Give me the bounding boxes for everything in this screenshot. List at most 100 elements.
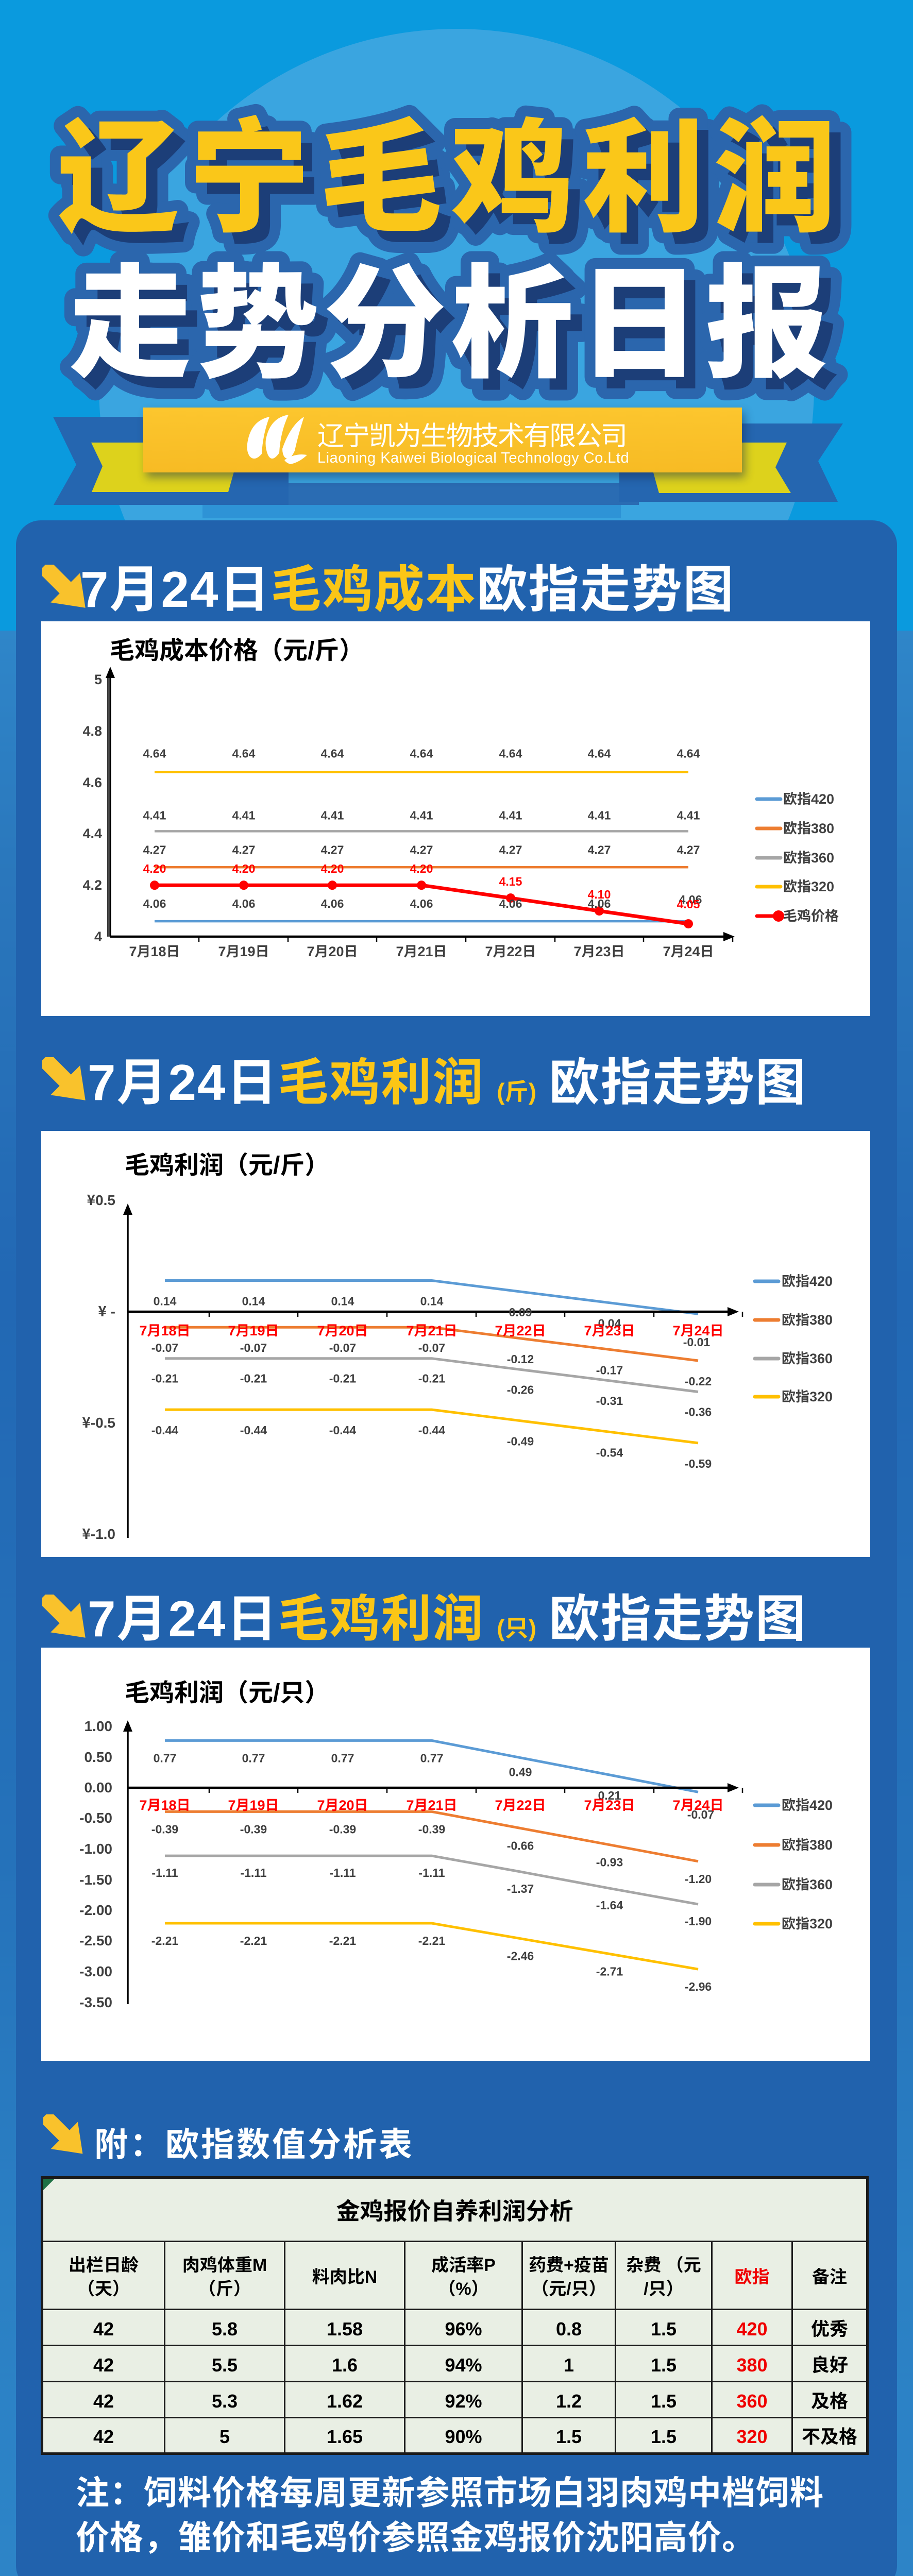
- svg-text:欧指320: 欧指320: [783, 875, 834, 895]
- svg-text:¥-0.5: ¥-0.5: [82, 1412, 115, 1432]
- svg-text:欧指420: 欧指420: [783, 788, 834, 808]
- svg-text:0.50: 0.50: [84, 1746, 113, 1767]
- svg-text:欧指420: 欧指420: [782, 1794, 833, 1814]
- svg-text:毛鸡价格: 毛鸡价格: [783, 905, 839, 925]
- svg-text:4.20: 4.20: [410, 859, 433, 876]
- svg-text:-3.50: -3.50: [79, 1991, 112, 2012]
- svg-text:7月18日: 7月18日: [139, 1319, 190, 1340]
- svg-text:4.41: 4.41: [410, 805, 433, 823]
- svg-text:-2.46: -2.46: [507, 1946, 534, 1964]
- svg-text:-1.20: -1.20: [685, 1869, 712, 1887]
- svg-text:7月24日: 7月24日: [672, 1319, 723, 1340]
- svg-text:-0.01: -0.01: [683, 1332, 711, 1350]
- svg-text:0.49: 0.49: [509, 1762, 532, 1780]
- svg-text:欧指320: 欧指320: [782, 1385, 833, 1405]
- svg-text:7月20日: 7月20日: [307, 940, 358, 960]
- svg-text:4.06: 4.06: [588, 894, 611, 911]
- svg-text:-0.21: -0.21: [240, 1369, 267, 1386]
- svg-text:4.27: 4.27: [321, 840, 344, 857]
- svg-text:欧指380: 欧指380: [782, 1834, 833, 1854]
- svg-text:走势分析日报: 走势分析日报: [69, 225, 833, 402]
- svg-text:4.06: 4.06: [321, 894, 344, 911]
- svg-text:0.14: 0.14: [242, 1292, 265, 1309]
- svg-text:0.14: 0.14: [420, 1292, 444, 1309]
- svg-text:4.2: 4.2: [82, 874, 102, 894]
- svg-text:-1.50: -1.50: [79, 1869, 112, 1889]
- svg-text:7月22日: 7月22日: [495, 1319, 546, 1340]
- svg-text:-1.11: -1.11: [418, 1863, 445, 1880]
- svg-text:欧指360: 欧指360: [782, 1347, 833, 1367]
- svg-text:5: 5: [94, 668, 102, 688]
- svg-text:4.6: 4.6: [82, 771, 102, 791]
- svg-text:走势分析日报: 走势分析日报: [69, 225, 833, 402]
- svg-text:-1.11: -1.11: [329, 1863, 356, 1880]
- svg-text:0.77: 0.77: [154, 1748, 177, 1766]
- svg-text:4.41: 4.41: [677, 805, 700, 823]
- svg-text:-0.50: -0.50: [79, 1807, 112, 1827]
- svg-text:-0.17: -0.17: [596, 1360, 623, 1378]
- svg-text:7月23日: 7月23日: [584, 1794, 635, 1814]
- svg-text:-2.00: -2.00: [79, 1899, 112, 1920]
- svg-text:4.64: 4.64: [232, 744, 256, 761]
- svg-text:4.64: 4.64: [143, 744, 166, 761]
- svg-text:4.05: 4.05: [677, 894, 700, 912]
- svg-text:-0.21: -0.21: [329, 1369, 357, 1386]
- svg-text:-2.96: -2.96: [685, 1977, 712, 1994]
- svg-text:7月19日: 7月19日: [228, 1319, 279, 1340]
- svg-text:4.41: 4.41: [588, 805, 611, 823]
- svg-text:-0.59: -0.59: [685, 1454, 712, 1471]
- svg-text:4.20: 4.20: [232, 859, 256, 876]
- svg-text:-0.54: -0.54: [596, 1443, 623, 1460]
- svg-text:-0.49: -0.49: [507, 1432, 534, 1449]
- svg-text:-0.39: -0.39: [418, 1819, 445, 1837]
- svg-text:-1.90: -1.90: [685, 1911, 712, 1929]
- svg-text:辽宁毛鸡利润: 辽宁毛鸡利润: [57, 79, 845, 257]
- svg-text:-0.36: -0.36: [685, 1402, 712, 1420]
- svg-text:4.4: 4.4: [82, 822, 102, 842]
- svg-text:欧指360: 欧指360: [783, 846, 834, 867]
- svg-text:0.00: 0.00: [84, 1776, 113, 1797]
- svg-text:4.10: 4.10: [588, 885, 611, 902]
- svg-text:-0.22: -0.22: [685, 1371, 712, 1389]
- svg-text:7月23日: 7月23日: [573, 940, 624, 960]
- svg-text:4.64: 4.64: [410, 744, 433, 761]
- svg-text:7月18日: 7月18日: [139, 1794, 190, 1814]
- svg-text:-0.07: -0.07: [240, 1338, 267, 1355]
- svg-text:-0.07: -0.07: [687, 1805, 714, 1822]
- svg-text:4.41: 4.41: [232, 805, 256, 823]
- svg-text:-0.39: -0.39: [240, 1819, 267, 1837]
- svg-text:-2.50: -2.50: [79, 1929, 112, 1950]
- svg-text:-2.21: -2.21: [418, 1931, 446, 1948]
- svg-text:4.20: 4.20: [321, 859, 344, 876]
- svg-text:-0.93: -0.93: [596, 1853, 623, 1870]
- svg-text:辽宁毛鸡利润: 辽宁毛鸡利润: [68, 90, 856, 268]
- svg-text:欧指420: 欧指420: [782, 1270, 833, 1290]
- svg-text:-0.66: -0.66: [507, 1836, 534, 1854]
- svg-text:-0.21: -0.21: [418, 1369, 446, 1386]
- svg-text:走势分析日报: 走势分析日报: [80, 236, 844, 414]
- svg-text:-2.21: -2.21: [329, 1931, 357, 1948]
- svg-text:辽宁毛鸡利润: 辽宁毛鸡利润: [57, 79, 845, 257]
- svg-text:7月21日: 7月21日: [396, 940, 447, 960]
- svg-text:4.64: 4.64: [499, 744, 522, 761]
- svg-text:¥0.5: ¥0.5: [87, 1189, 115, 1210]
- svg-text:4.27: 4.27: [677, 840, 700, 857]
- svg-text:0.14: 0.14: [154, 1292, 177, 1309]
- svg-text:-1.11: -1.11: [151, 1863, 178, 1880]
- svg-text:4.06: 4.06: [410, 894, 433, 911]
- svg-text:4.15: 4.15: [499, 872, 522, 889]
- svg-text:4.27: 4.27: [232, 840, 256, 857]
- svg-text:毛鸡成本价格（元/斤）: 毛鸡成本价格（元/斤）: [110, 630, 364, 666]
- svg-text:-0.39: -0.39: [151, 1819, 178, 1837]
- svg-text:-0.44: -0.44: [151, 1420, 179, 1438]
- svg-text:4.06: 4.06: [232, 894, 256, 911]
- svg-text:-1.37: -1.37: [507, 1879, 534, 1896]
- svg-text:4: 4: [94, 925, 102, 945]
- svg-text:-0.07: -0.07: [329, 1338, 356, 1355]
- svg-text:欧指380: 欧指380: [782, 1309, 833, 1329]
- svg-text:-1.00: -1.00: [79, 1838, 112, 1858]
- svg-text:-1.11: -1.11: [240, 1863, 266, 1880]
- svg-text:4.27: 4.27: [499, 840, 522, 857]
- svg-text:1.00: 1.00: [84, 1715, 113, 1736]
- svg-text:7月21日: 7月21日: [406, 1794, 457, 1814]
